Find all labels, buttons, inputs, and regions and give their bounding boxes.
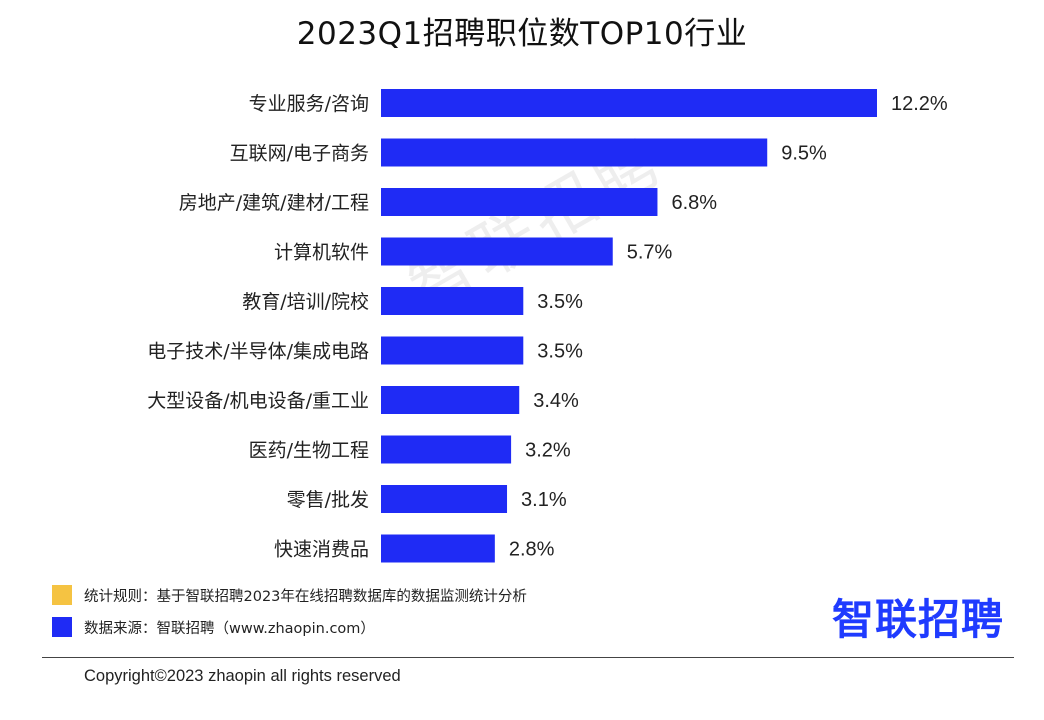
value-label: 3.2%	[525, 440, 571, 462]
category-label: 快速消费品	[274, 539, 369, 561]
value-label: 3.5%	[537, 291, 583, 313]
chart-title: 2023Q1招聘职位数TOP10行业	[296, 16, 748, 52]
rule-swatch	[52, 585, 72, 605]
divider	[42, 657, 1014, 658]
category-label: 房地产/建筑/建材/工程	[179, 192, 369, 214]
bar-chart: 专业服务/咨询 12.2% 互联网/电子商务 9.5% 房地产/建筑/建材/工程 6.8%…	[147, 89, 948, 563]
category-label: 电子技术/半导体/集成电路	[147, 341, 369, 363]
bar	[381, 386, 520, 414]
note-rule-text: 统计规则：基于智联招聘2023年在线招聘数据库的数据监测统计分析	[84, 588, 527, 605]
category-label: 大型设备/机电设备/重工业	[147, 390, 369, 412]
value-label: 2.8%	[509, 539, 555, 561]
value-label: 9.5%	[781, 143, 827, 165]
brand-logo: 智联招聘	[832, 595, 1005, 644]
value-label: 5.7%	[627, 242, 673, 264]
value-label: 3.1%	[521, 489, 567, 511]
copyright-text: Copyright©2023 zhaopin all rights reserv…	[84, 667, 401, 685]
bar	[381, 89, 877, 117]
notes: 统计规则：基于智联招聘2023年在线招聘数据库的数据监测统计分析 数据来源：智联…	[52, 584, 527, 648]
value-label: 12.2%	[891, 93, 948, 115]
note-rule: 统计规则：基于智联招聘2023年在线招聘数据库的数据监测统计分析	[52, 584, 527, 606]
bar	[381, 485, 508, 513]
bar	[381, 188, 658, 216]
value-label: 6.8%	[671, 192, 717, 214]
category-label: 医药/生物工程	[249, 440, 369, 462]
category-label: 教育/培训/院校	[242, 291, 369, 313]
category-label: 零售/批发	[287, 489, 369, 511]
category-label: 互联网/电子商务	[230, 143, 369, 165]
bar	[381, 138, 768, 167]
bar	[381, 534, 495, 563]
source-swatch	[52, 617, 72, 637]
category-label: 专业服务/咨询	[249, 93, 369, 115]
note-source: 数据来源：智联招聘（www.zhaopin.com）	[52, 616, 527, 638]
bar	[381, 237, 613, 266]
bar	[381, 287, 524, 315]
bar	[381, 435, 512, 464]
value-label: 3.4%	[533, 390, 579, 412]
category-label: 计算机软件	[274, 242, 369, 264]
value-label: 3.5%	[537, 341, 583, 363]
note-source-text: 数据来源：智联招聘（www.zhaopin.com）	[84, 620, 375, 637]
bar	[381, 336, 524, 365]
